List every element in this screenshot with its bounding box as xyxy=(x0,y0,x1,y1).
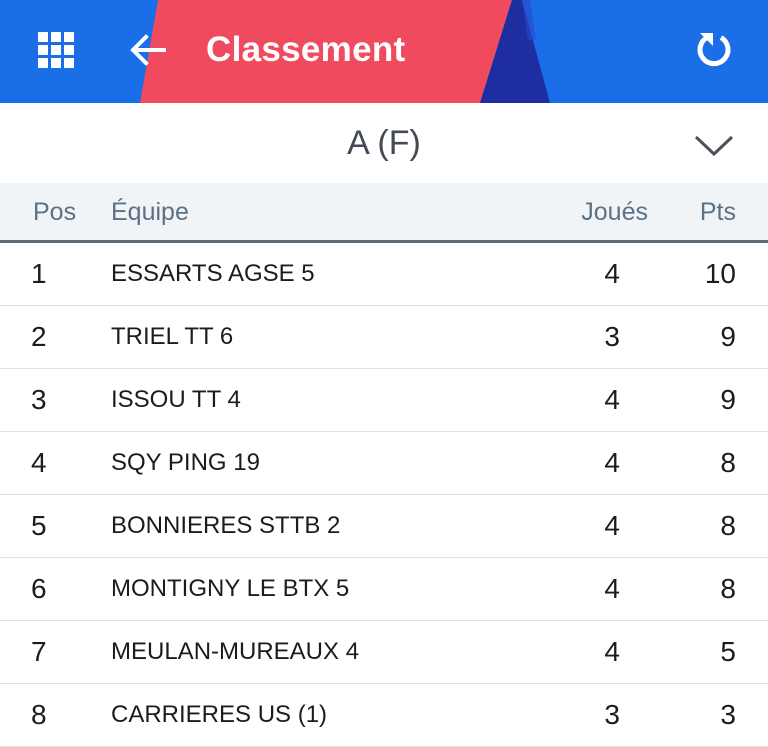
column-header-pos: Pos xyxy=(33,198,77,226)
table-row[interactable]: 4 SQY PING 19 4 8 xyxy=(0,432,768,495)
row-position: 1 xyxy=(31,258,47,289)
row-played: 4 xyxy=(604,384,620,415)
arrow-left-icon xyxy=(130,34,166,66)
row-position: 7 xyxy=(31,636,47,667)
row-team-name: ESSARTS AGSE 5 xyxy=(111,260,315,287)
row-played: 4 xyxy=(604,258,620,289)
row-team-name: SQY PING 19 xyxy=(111,449,260,476)
standings-table-header: Pos Équipe Joués Pts xyxy=(0,183,768,243)
standings-table-body: 1 ESSARTS AGSE 5 4 10 2 TRIEL TT 6 3 9 3… xyxy=(0,243,768,747)
table-row[interactable]: 7 MEULAN-MUREAUX 4 4 5 xyxy=(0,621,768,684)
table-row[interactable]: 2 TRIEL TT 6 3 9 xyxy=(0,306,768,369)
row-points: 9 xyxy=(720,321,736,352)
table-row[interactable]: 6 MONTIGNY LE BTX 5 4 8 xyxy=(0,558,768,621)
menu-button[interactable] xyxy=(28,22,84,78)
table-row[interactable]: 1 ESSARTS AGSE 5 4 10 xyxy=(0,243,768,306)
row-team-name: MONTIGNY LE BTX 5 xyxy=(111,575,350,602)
table-row[interactable]: 8 CARRIERES US (1) 3 3 xyxy=(0,684,768,747)
column-header-pts: Pts xyxy=(699,198,736,226)
row-played: 4 xyxy=(604,573,620,604)
row-team-name: TRIEL TT 6 xyxy=(111,323,234,350)
appbar-decoration xyxy=(140,0,550,103)
row-position: 3 xyxy=(31,384,47,415)
app-bar: Classement xyxy=(0,0,768,103)
row-played: 3 xyxy=(604,321,620,352)
row-points: 8 xyxy=(720,573,736,604)
refresh-button[interactable] xyxy=(686,22,742,78)
row-position: 8 xyxy=(31,699,47,730)
row-team-name: CARRIERES US (1) xyxy=(111,701,328,728)
row-points: 3 xyxy=(720,699,736,730)
column-header-played: Joués xyxy=(581,198,648,226)
row-position: 2 xyxy=(31,321,47,352)
row-points: 9 xyxy=(720,384,736,415)
row-played: 3 xyxy=(604,699,620,730)
row-played: 4 xyxy=(604,636,620,667)
row-points: 8 xyxy=(720,510,736,541)
row-team-name: MEULAN-MUREAUX 4 xyxy=(111,638,360,665)
chevron-down-icon xyxy=(694,135,734,157)
grid-icon xyxy=(38,32,74,68)
row-position: 4 xyxy=(31,447,47,478)
refresh-icon xyxy=(697,33,731,67)
page-title: Classement xyxy=(206,30,406,69)
table-row[interactable]: 5 BONNIERES STTB 2 4 8 xyxy=(0,495,768,558)
table-row[interactable]: 3 ISSOU TT 4 4 9 xyxy=(0,369,768,432)
row-played: 4 xyxy=(604,447,620,478)
row-position: 5 xyxy=(31,510,47,541)
row-team-name: ISSOU TT 4 xyxy=(111,386,241,413)
column-header-team: Équipe xyxy=(111,198,189,226)
row-team-name: BONNIERES STTB 2 xyxy=(111,512,341,539)
group-selector[interactable]: A (F) xyxy=(0,103,768,183)
row-points: 10 xyxy=(704,258,736,289)
row-points: 8 xyxy=(720,447,736,478)
back-button[interactable] xyxy=(120,22,176,78)
row-points: 5 xyxy=(720,636,736,667)
row-position: 6 xyxy=(31,573,47,604)
group-selector-value: A (F) xyxy=(347,124,421,162)
row-played: 4 xyxy=(604,510,620,541)
